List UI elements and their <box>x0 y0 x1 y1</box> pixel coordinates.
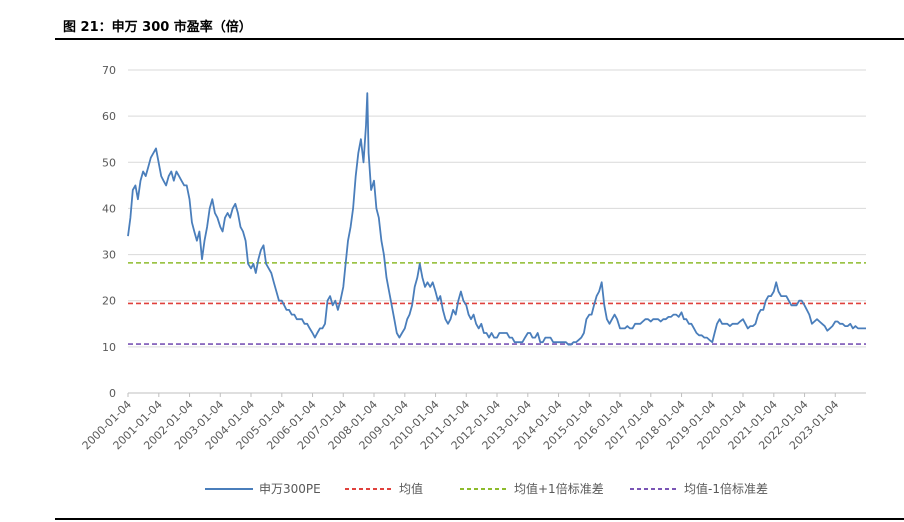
legend-label-3: 均值-1倍标准差 <box>684 481 768 496</box>
y-tick-0: 0 <box>109 387 116 400</box>
legend-label-1: 均值 <box>399 481 423 496</box>
y-tick-60: 60 <box>102 110 116 123</box>
data-series <box>127 92 866 346</box>
x-tick-labels: 2000-01-042001-01-042002-01-042003-01-04… <box>80 398 842 452</box>
y-tick-70: 70 <box>102 64 116 77</box>
y-tick-20: 20 <box>102 295 116 308</box>
y-tick-40: 40 <box>102 202 116 215</box>
legend-label-2: 均值+1倍标准差 <box>514 481 604 496</box>
legend-label-0: 申万300PE <box>259 482 321 496</box>
reference-lines <box>128 262 866 345</box>
series-line-pe <box>127 92 866 346</box>
legend: 申万300PE 均值 均值+1倍标准差 均值-1倍标准差 <box>205 481 768 496</box>
figure-title: 图 21：申万 300 市盈率（倍） <box>63 20 252 35</box>
top-rule <box>55 38 904 40</box>
x-axis <box>127 392 866 397</box>
y-tick-50: 50 <box>102 156 116 169</box>
gridlines <box>128 69 866 348</box>
y-tick-labels: 0 10 20 30 40 50 60 70 <box>102 64 116 400</box>
bottom-rule <box>55 518 904 520</box>
y-tick-10: 10 <box>102 341 116 354</box>
y-tick-30: 30 <box>102 249 116 262</box>
